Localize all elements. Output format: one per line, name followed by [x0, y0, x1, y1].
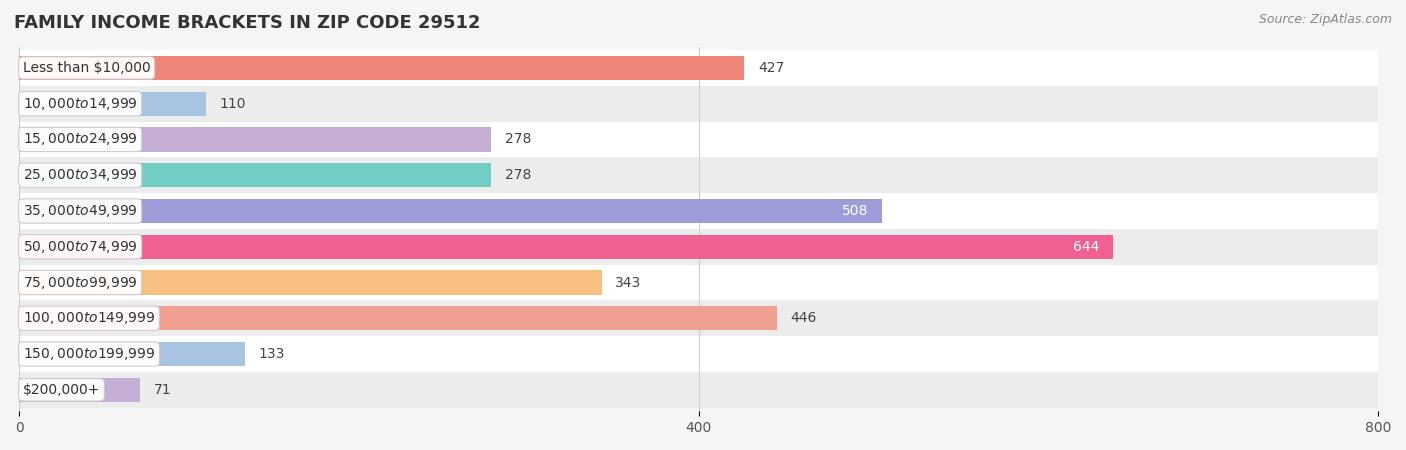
- Text: 508: 508: [842, 204, 869, 218]
- Text: 644: 644: [1073, 240, 1099, 254]
- Text: 446: 446: [790, 311, 817, 325]
- Bar: [20, 265, 1378, 301]
- Text: 278: 278: [505, 168, 531, 182]
- Bar: [20, 86, 1378, 122]
- Bar: [20, 158, 1378, 193]
- Bar: [20, 306, 776, 330]
- Bar: [20, 122, 1378, 158]
- Text: $75,000 to $99,999: $75,000 to $99,999: [22, 274, 138, 291]
- Text: Less than $10,000: Less than $10,000: [22, 61, 150, 75]
- Bar: [20, 229, 1378, 265]
- Text: FAMILY INCOME BRACKETS IN ZIP CODE 29512: FAMILY INCOME BRACKETS IN ZIP CODE 29512: [14, 14, 481, 32]
- Text: 71: 71: [153, 383, 172, 397]
- Bar: [20, 336, 1378, 372]
- Text: $200,000+: $200,000+: [22, 383, 100, 397]
- Bar: [20, 199, 882, 223]
- Bar: [20, 342, 245, 366]
- Bar: [20, 372, 1378, 408]
- Bar: [20, 91, 207, 116]
- Text: $50,000 to $74,999: $50,000 to $74,999: [22, 239, 138, 255]
- Bar: [20, 234, 1114, 259]
- Bar: [20, 378, 141, 402]
- Text: $25,000 to $34,999: $25,000 to $34,999: [22, 167, 138, 183]
- Text: Source: ZipAtlas.com: Source: ZipAtlas.com: [1258, 14, 1392, 27]
- Bar: [20, 50, 1378, 86]
- Text: $100,000 to $149,999: $100,000 to $149,999: [22, 310, 155, 326]
- Text: 110: 110: [219, 97, 246, 111]
- Text: 278: 278: [505, 132, 531, 147]
- Bar: [20, 270, 602, 295]
- Text: $35,000 to $49,999: $35,000 to $49,999: [22, 203, 138, 219]
- Text: 133: 133: [259, 347, 285, 361]
- Bar: [20, 301, 1378, 336]
- Bar: [20, 127, 492, 152]
- Bar: [20, 193, 1378, 229]
- Text: $10,000 to $14,999: $10,000 to $14,999: [22, 96, 138, 112]
- Text: 427: 427: [758, 61, 785, 75]
- Text: 343: 343: [616, 275, 641, 289]
- Bar: [20, 163, 492, 187]
- Bar: [20, 56, 744, 80]
- Text: $15,000 to $24,999: $15,000 to $24,999: [22, 131, 138, 148]
- Text: $150,000 to $199,999: $150,000 to $199,999: [22, 346, 155, 362]
